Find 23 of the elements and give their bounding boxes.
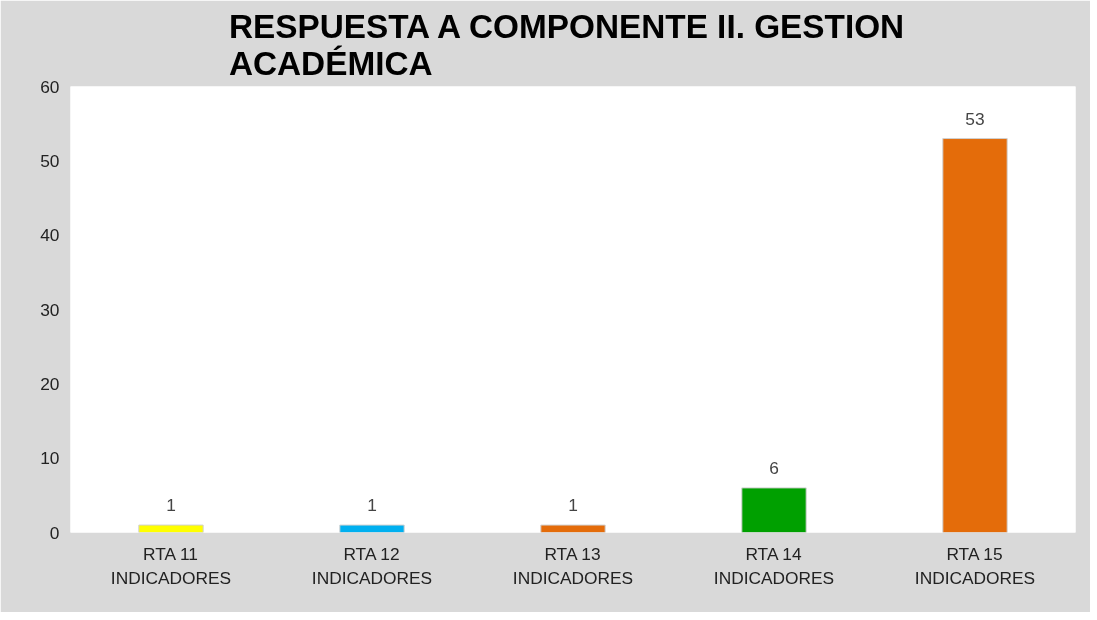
chart-title: RESPUESTA A COMPONENTE II. GESTION ACADÉMICA: [228, 7, 905, 82]
y-tick-label: 20: [40, 373, 60, 394]
bar: [942, 138, 1008, 533]
x-tick-label: RTA 14 INDICADORES: [713, 543, 835, 588]
y-tick-label: 0: [49, 522, 60, 543]
y-tick-label: 50: [40, 150, 60, 171]
bar: [540, 524, 606, 533]
x-tick-label: RTA 15 INDICADORES: [914, 543, 1036, 588]
y-tick-label: 60: [40, 76, 60, 97]
data-label: 1: [367, 495, 377, 516]
x-tick-label: RTA 13 INDICADORES: [512, 543, 634, 588]
data-label: 1: [166, 495, 176, 516]
x-tick-label: RTA 11 INDICADORES: [110, 543, 232, 588]
bar: [339, 524, 405, 533]
data-label: 6: [769, 457, 779, 478]
y-tick-label: 30: [40, 299, 60, 320]
bar: [741, 487, 807, 533]
y-tick-label: 40: [40, 225, 60, 246]
data-label: 53: [965, 108, 985, 129]
y-tick-label: 10: [40, 448, 60, 469]
x-tick-label: RTA 12 INDICADORES: [311, 543, 433, 588]
bar: [138, 524, 204, 533]
data-label: 1: [568, 495, 578, 516]
